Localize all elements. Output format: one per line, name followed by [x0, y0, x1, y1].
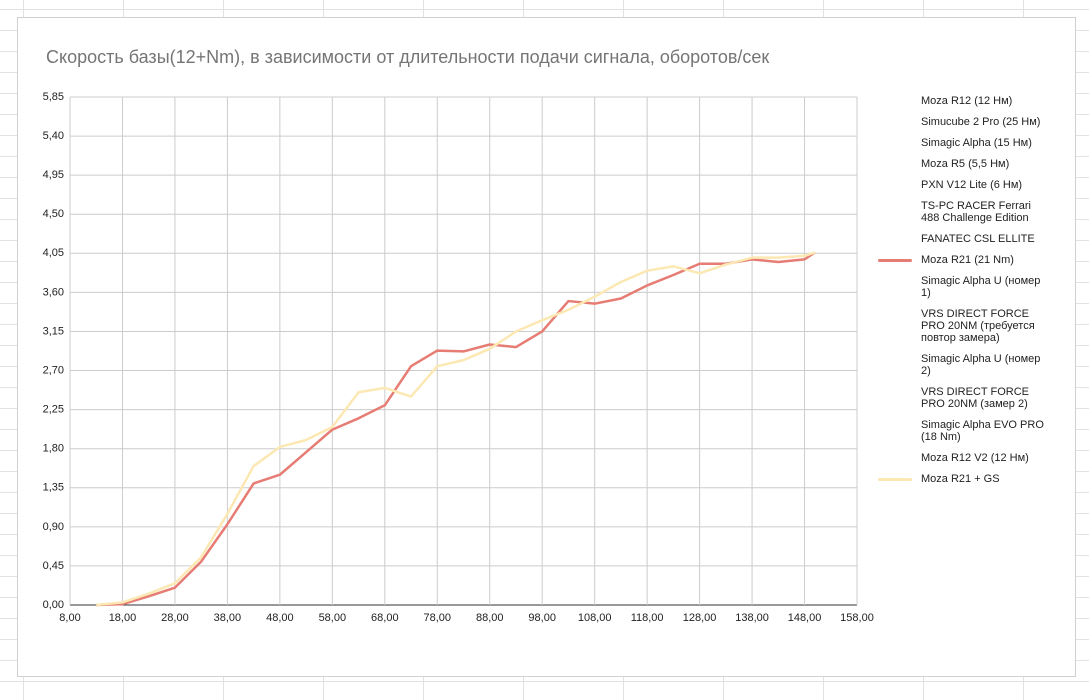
legend-swatch [878, 473, 912, 485]
y-tick-label: 5,40 [43, 130, 64, 142]
x-tick-label: 108,00 [578, 612, 612, 624]
legend-item[interactable]: Simagic Alpha U (номер 2) [878, 353, 1058, 377]
legend-swatch [878, 137, 912, 149]
legend-item[interactable]: Moza R12 (12 Нм) [878, 95, 1058, 107]
chart-title: Скорость базы(12+Nm), в зависимости от д… [46, 47, 769, 67]
legend-label: Moza R12 (12 Нм) [921, 95, 1013, 107]
legend-item[interactable]: Moza R21 + GS [878, 473, 1058, 485]
legend-label: Simagic Alpha (15 Нм) [921, 137, 1032, 149]
y-tick-label: 2,70 [43, 364, 64, 376]
legend-swatch [878, 386, 912, 398]
legend-label: VRS DIRECT FORCE PRO 20NM (требуется пов… [921, 308, 1035, 344]
legend-swatch [878, 419, 912, 431]
legend-label: TS-PC RACER Ferrari 488 Challenge Editio… [921, 200, 1032, 224]
legend-label: Moza R21 + GS [921, 473, 1000, 485]
legend-swatch [878, 158, 912, 170]
legend-label: Simagic Alpha U (номер 1) [921, 275, 1041, 299]
x-tick-label: 48,00 [266, 612, 294, 624]
x-tick-label: 68,00 [371, 612, 399, 624]
legend-label: PXN V12 Lite (6 Нм) [921, 179, 1023, 191]
legend-item[interactable]: FANATEC CSL ELLITE [878, 233, 1058, 245]
x-tick-label: 148,00 [788, 612, 822, 624]
legend-label: Simagic Alpha EVO PRO (18 Nm) [921, 419, 1044, 443]
legend-label: Moza R12 V2 (12 Нм) [921, 452, 1029, 464]
y-tick-label: 4,50 [43, 208, 64, 220]
chart-box [17, 17, 1076, 677]
legend-label: FANATEC CSL ELLITE [921, 233, 1035, 245]
y-tick-label: 3,60 [43, 286, 64, 298]
y-tick-label: 3,15 [43, 325, 64, 337]
x-tick-label: 8,00 [59, 612, 80, 624]
y-tick-label: 0,00 [43, 599, 64, 611]
y-tick-label: 1,80 [43, 443, 64, 455]
x-tick-label: 58,00 [319, 612, 347, 624]
y-tick-label: 4,05 [43, 247, 64, 259]
x-tick-label: 158,00 [840, 612, 874, 624]
legend-item[interactable]: PXN V12 Lite (6 Нм) [878, 179, 1058, 191]
legend-item[interactable]: Simagic Alpha EVO PRO (18 Nm) [878, 419, 1058, 443]
series-line [96, 251, 816, 607]
legend-item[interactable]: Simucube 2 Pro (25 Нм) [878, 116, 1058, 128]
x-tick-label: 88,00 [476, 612, 504, 624]
y-tick-label: 5,85 [43, 91, 64, 103]
y-tick-label: 0,45 [43, 560, 64, 572]
legend-item[interactable]: VRS DIRECT FORCE PRO 20NM (замер 2) [878, 386, 1058, 410]
y-tick-label: 1,35 [43, 482, 64, 494]
y-tick-label: 2,25 [43, 404, 64, 416]
x-tick-label: 128,00 [683, 612, 717, 624]
legend-swatch [878, 179, 912, 191]
legend-swatch [878, 275, 912, 287]
x-tick-label: 138,00 [735, 612, 769, 624]
legend-swatch [878, 254, 912, 266]
legend-swatch [878, 353, 912, 365]
legend-item[interactable]: Moza R12 V2 (12 Нм) [878, 452, 1058, 464]
series-line [96, 251, 816, 607]
legend-swatch [878, 452, 912, 464]
legend-swatch [878, 308, 912, 320]
legend-swatch [878, 116, 912, 128]
legend-item[interactable]: Simagic Alpha U (номер 1) [878, 275, 1058, 299]
x-tick-label: 98,00 [528, 612, 556, 624]
x-tick-label: 78,00 [424, 612, 452, 624]
y-tick-label: 4,95 [43, 169, 64, 181]
y-tick-label: 0,90 [43, 521, 64, 533]
x-tick-label: 18,00 [109, 612, 137, 624]
legend-label: Moza R5 (5,5 Нм) [921, 158, 1010, 170]
x-tick-label: 38,00 [214, 612, 242, 624]
legend-label: Simagic Alpha U (номер 2) [921, 353, 1041, 377]
legend-swatch [878, 233, 912, 245]
legend-label: VRS DIRECT FORCE PRO 20NM (замер 2) [921, 386, 1029, 410]
legend-item[interactable]: Moza R5 (5,5 Нм) [878, 158, 1058, 170]
x-tick-label: 28,00 [161, 612, 189, 624]
x-tick-label: 118,00 [631, 612, 664, 624]
legend-label: Moza R21 (21 Nm) [921, 254, 1014, 266]
legend-swatch [878, 95, 912, 107]
legend: Moza R12 (12 Нм) Simucube 2 Pro (25 Нм) Si… [878, 95, 1058, 494]
legend-item[interactable]: Simagic Alpha (15 Нм) [878, 137, 1058, 149]
legend-item[interactable]: TS-PC RACER Ferrari 488 Challenge Editio… [878, 200, 1058, 224]
legend-item[interactable]: VRS DIRECT FORCE PRO 20NM (требуется пов… [878, 308, 1058, 344]
legend-item[interactable]: Moza R21 (21 Nm) [878, 254, 1058, 266]
legend-swatch [878, 200, 912, 212]
legend-label: Simucube 2 Pro (25 Нм) [921, 116, 1041, 128]
